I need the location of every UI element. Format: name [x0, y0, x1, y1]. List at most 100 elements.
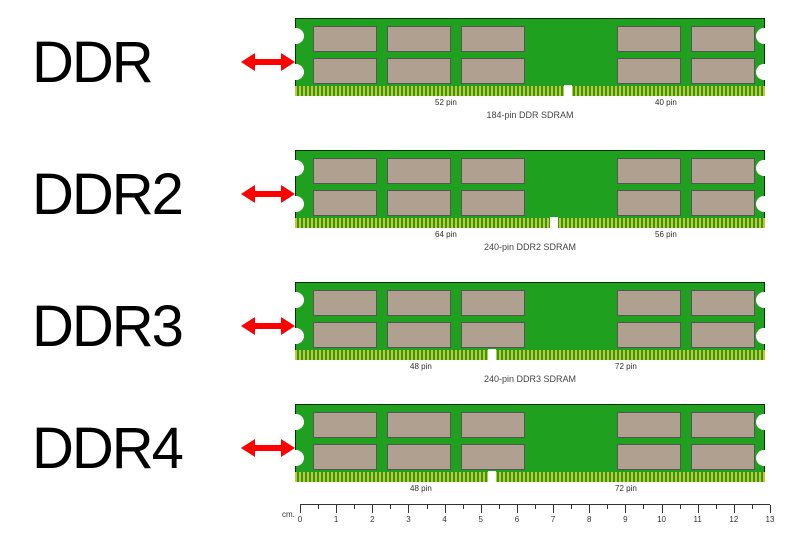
memory-chip — [617, 322, 681, 348]
pin-count-left: 52 pin — [435, 98, 457, 107]
memory-chip — [387, 58, 451, 84]
ruler-number: 6 — [515, 515, 519, 524]
contact-pins — [295, 472, 765, 482]
ram-module: 48 pin72 pin240-pin DDR3 SDRAM — [295, 282, 765, 370]
memory-chip — [617, 412, 681, 438]
ruler-tick-minor — [607, 505, 608, 509]
memory-row: DDR4 48 pin 72 pin — [0, 404, 775, 492]
ruler-tick-major — [300, 505, 301, 513]
ram-module: 48 pin 72 pin — [295, 404, 765, 492]
module-caption: 240-pin DDR3 SDRAM — [295, 374, 765, 384]
arrow-cell — [240, 314, 295, 338]
ruler-tick-major — [481, 505, 482, 513]
ruler-number: 12 — [729, 515, 738, 524]
ruler-tick-minor — [752, 505, 753, 509]
ruler-tick-major — [662, 505, 663, 513]
memory-chip — [461, 190, 525, 216]
memory-chip — [461, 158, 525, 184]
module-caption: 184-pin DDR SDRAM — [295, 110, 765, 120]
ruler-tick-major — [336, 505, 337, 513]
double-arrow-icon — [241, 50, 295, 74]
ruler-number: 9 — [623, 515, 627, 524]
memory-chip — [387, 412, 451, 438]
arrow-cell — [240, 182, 295, 206]
ruler-tick-minor — [535, 505, 536, 509]
module-cell: 52 pin40 pin184-pin DDR SDRAM — [295, 18, 775, 106]
memory-chip — [617, 190, 681, 216]
memory-chip — [617, 158, 681, 184]
memory-chip — [617, 444, 681, 470]
ruler-tick-major — [445, 505, 446, 513]
memory-chip — [617, 26, 681, 52]
ruler-tick-major — [553, 505, 554, 513]
side-notch — [756, 28, 766, 44]
key-notch — [550, 217, 558, 229]
double-arrow-icon — [241, 314, 295, 338]
generation-label: DDR3 — [0, 293, 240, 360]
pin-count-right: 56 pin — [655, 230, 677, 239]
memory-chip — [461, 444, 525, 470]
memory-chip — [461, 58, 525, 84]
ruler-tick-major — [372, 505, 373, 513]
memory-chip — [387, 444, 451, 470]
ruler-tick-minor — [390, 505, 391, 509]
ruler-number: 5 — [479, 515, 483, 524]
ruler-number: 3 — [406, 515, 410, 524]
memory-chip — [313, 322, 377, 348]
side-notch — [756, 196, 766, 212]
memory-chip — [313, 290, 377, 316]
ruler-number: 0 — [298, 515, 302, 524]
memory-chip — [691, 444, 755, 470]
memory-chip — [691, 190, 755, 216]
ruler-tick-minor — [354, 505, 355, 509]
pin-count-left: 48 pin — [410, 362, 432, 371]
ruler-number: 1 — [334, 515, 338, 524]
memory-chip — [313, 58, 377, 84]
memory-chip — [691, 26, 755, 52]
memory-chip — [313, 158, 377, 184]
ruler-tick-minor — [643, 505, 644, 509]
memory-chip — [461, 290, 525, 316]
memory-chip — [617, 290, 681, 316]
memory-row: DDR3 48 pin72 pin240-pin DDR3 SDRAM — [0, 282, 775, 370]
contact-pins — [295, 86, 765, 96]
memory-chip — [313, 190, 377, 216]
key-notch — [488, 349, 496, 361]
contact-pins — [295, 218, 765, 228]
ruler-number: 11 — [694, 515, 702, 524]
module-caption: 240-pin DDR2 SDRAM — [295, 242, 765, 252]
ruler-number: 2 — [370, 515, 374, 524]
arrow-cell — [240, 50, 295, 74]
generation-label: DDR4 — [0, 415, 240, 482]
memory-row: DDR2 64 pin56 pin240-pin DDR2 SDRAM — [0, 150, 775, 238]
ruler-number: 8 — [587, 515, 591, 524]
memory-row: DDR 52 pin40 pin184-pin DDR SDRAM — [0, 18, 775, 106]
memory-chip — [387, 322, 451, 348]
pin-count-right: 72 pin — [615, 484, 637, 493]
ruler-tick-major — [625, 505, 626, 513]
ram-module: 64 pin56 pin240-pin DDR2 SDRAM — [295, 150, 765, 238]
module-cell: 48 pin72 pin240-pin DDR3 SDRAM — [295, 282, 775, 370]
side-notch — [756, 160, 766, 176]
ruler-number: 4 — [442, 515, 446, 524]
ruler-number: 10 — [657, 515, 666, 524]
memory-chip — [691, 412, 755, 438]
side-notch — [756, 292, 766, 308]
memory-chip — [313, 412, 377, 438]
ruler-tick-minor — [680, 505, 681, 509]
memory-chip — [691, 322, 755, 348]
ruler-tick-minor — [499, 505, 500, 509]
ruler-tick-major — [517, 505, 518, 513]
pin-count-right: 72 pin — [615, 362, 637, 371]
memory-chip — [691, 158, 755, 184]
memory-chip — [461, 322, 525, 348]
memory-chip — [387, 26, 451, 52]
ruler: cm. 012345678910111213 — [300, 504, 770, 513]
ruler-ticks: 012345678910111213 — [300, 505, 770, 513]
ruler-tick-minor — [463, 505, 464, 509]
double-arrow-icon — [241, 182, 295, 206]
contact-pins — [295, 350, 765, 360]
pin-count-left: 48 pin — [410, 484, 432, 493]
memory-chip — [313, 444, 377, 470]
generation-label: DDR — [0, 29, 240, 96]
